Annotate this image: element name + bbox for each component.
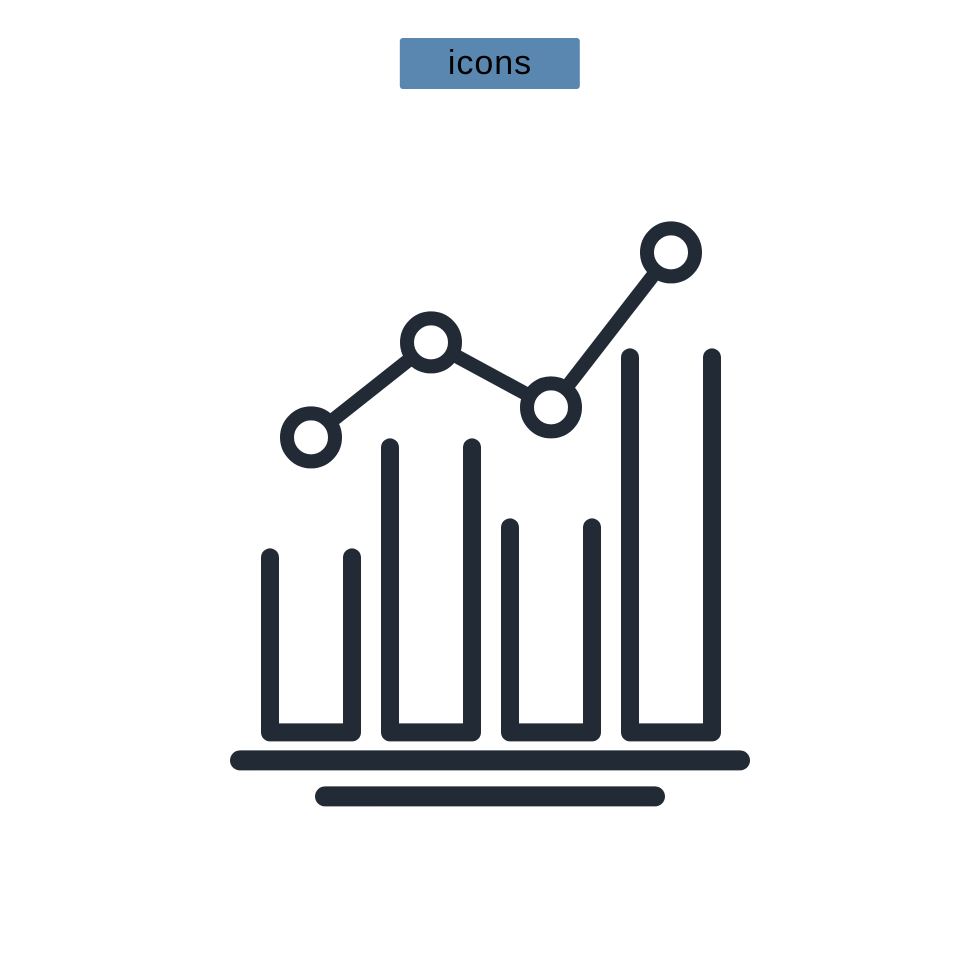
header-label: icons xyxy=(448,44,532,82)
header-badge: icons xyxy=(400,38,580,89)
bar-line-chart-icon xyxy=(210,192,770,812)
analytics-icon xyxy=(210,192,770,812)
